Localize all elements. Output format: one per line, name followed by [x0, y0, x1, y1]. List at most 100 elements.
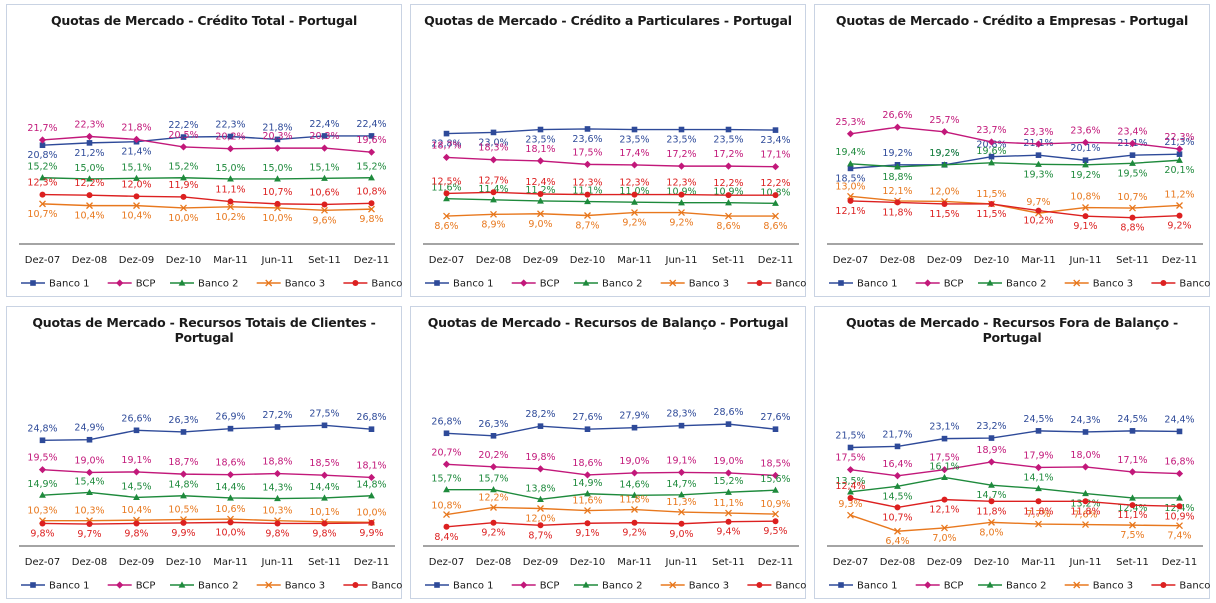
data-point [274, 494, 281, 502]
data-label: 9,5% [763, 526, 787, 537]
data-point [988, 159, 995, 166]
data-label: 18,8% [262, 457, 292, 468]
data-label: 9,8% [312, 528, 336, 539]
legend-label: Banco 1 [857, 581, 897, 592]
data-label: 12,4% [525, 177, 555, 188]
data-label: 12,2% [74, 178, 104, 189]
data-label: 12,4% [835, 481, 865, 492]
legend: Banco 1 BCP Banco 2 Banco 3 Banco 4 [425, 581, 807, 592]
x-tick-label: Dez-10 [974, 255, 1009, 266]
data-label: 18,5% [835, 173, 865, 184]
data-point [537, 495, 544, 502]
data-label: 15,0% [74, 163, 104, 174]
data-label: 10,4% [121, 211, 151, 222]
data-point [1129, 494, 1136, 501]
series-banco-1: 26,8% 26,3% 28,2% 27,6% 27,9% 28,3% 28,6% 27,6% [431, 407, 791, 439]
x-tick-label: Dez-11 [354, 557, 389, 568]
series-banco-4: 9,8% 9,7% 9,8% 9,9% 10,0% 9,8% 9,8% 9,9% [30, 519, 384, 540]
data-label: 12,0% [121, 179, 151, 190]
data-label: 13,0% [835, 181, 865, 192]
series-bcp: 20,7% 20,2% 19,8% 18,6% 19,0% 19,1% 19,0% 18,5% [431, 447, 791, 480]
data-point [227, 494, 234, 501]
legend-label: Banco 1 [49, 279, 89, 290]
x-tick-label: Set-11 [1116, 255, 1149, 266]
series-line [42, 491, 372, 500]
data-label: 26,8% [356, 412, 386, 423]
data-point [274, 175, 281, 182]
data-label: 18,7% [168, 457, 198, 468]
series-line [446, 128, 776, 135]
data-label: 17,5% [929, 453, 959, 464]
legend-label: Banco 3 [1093, 581, 1133, 592]
data-label: 7,0% [932, 533, 956, 544]
data-point [133, 493, 140, 501]
legend-label: Banco 2 [602, 581, 642, 592]
data-point [368, 200, 375, 207]
data-label: 20,1% [1070, 143, 1100, 154]
legend-label: Banco 4 [1179, 581, 1211, 592]
legend-marker [1160, 280, 1167, 286]
x-tick-label: Dez-10 [166, 557, 201, 568]
series-line [850, 461, 1180, 477]
data-point [725, 212, 732, 220]
data-point [85, 132, 94, 141]
data-point [584, 520, 591, 527]
data-label: 22,3% [1164, 132, 1194, 143]
data-point [678, 491, 685, 498]
data-point [894, 527, 901, 535]
data-label: 18,5% [760, 458, 790, 469]
series-line [446, 488, 776, 501]
data-label: 23,7% [976, 125, 1006, 136]
legend-item: Banco 4 [747, 279, 807, 290]
data-point [1176, 202, 1183, 209]
series-line [446, 520, 776, 528]
data-point [321, 520, 328, 527]
data-point [847, 494, 854, 501]
data-point [1082, 157, 1089, 164]
x-tick-label: Dez-07 [429, 255, 464, 266]
data-label: 15,0% [262, 163, 292, 174]
data-point [490, 519, 497, 526]
data-point [941, 435, 948, 442]
data-point [537, 505, 544, 512]
data-label: 22,4% [356, 119, 386, 130]
data-point [226, 471, 235, 479]
data-point [368, 205, 375, 213]
data-label: 18,6% [215, 458, 245, 469]
x-tick-label: Dez-08 [476, 557, 511, 568]
data-point [39, 191, 46, 198]
data-point [677, 162, 686, 170]
data-point [39, 200, 46, 208]
data-label: 11,2% [1164, 189, 1194, 200]
data-label: 12,3% [572, 178, 602, 189]
legend-label: Banco 3 [689, 279, 729, 290]
series-bcp: 17,5% 16,4% 17,5% 18,9% 17,9% 18,0% 17,1% 16,8% [835, 445, 1195, 480]
data-point [988, 498, 995, 505]
data-label: 12,5% [431, 176, 461, 187]
series-line [446, 156, 776, 168]
data-label: 10,8% [431, 501, 461, 512]
series-line [42, 521, 372, 525]
data-label: 14,9% [572, 478, 602, 489]
data-point [39, 520, 46, 527]
data-point [772, 212, 779, 220]
legend-item: Banco 4 [1151, 279, 1211, 290]
data-point [1129, 428, 1136, 434]
legend-label: Banco 3 [285, 581, 325, 592]
series-banco-1: 24,8% 24,9% 26,6% 26,3% 26,9% 27,2% 27,5% 26,8% [27, 408, 387, 444]
data-point [1176, 151, 1183, 157]
data-label: 19,0% [619, 456, 649, 467]
series-line [850, 430, 1180, 449]
data-label: 10,6% [215, 504, 245, 515]
data-point [772, 127, 779, 133]
legend-label: Banco 1 [453, 279, 493, 290]
data-point [180, 204, 187, 212]
data-point [1176, 212, 1183, 219]
data-point [442, 153, 451, 162]
data-point [846, 130, 855, 138]
legend-label: Banco 3 [689, 581, 729, 592]
data-label: 11,8% [882, 207, 912, 218]
data-point [443, 130, 450, 137]
data-point [490, 189, 497, 196]
series-banco-3: 13,0% 12,1% 12,0% 11,5% 9,7% 10,8% 10,7% 11,2% [835, 181, 1195, 217]
